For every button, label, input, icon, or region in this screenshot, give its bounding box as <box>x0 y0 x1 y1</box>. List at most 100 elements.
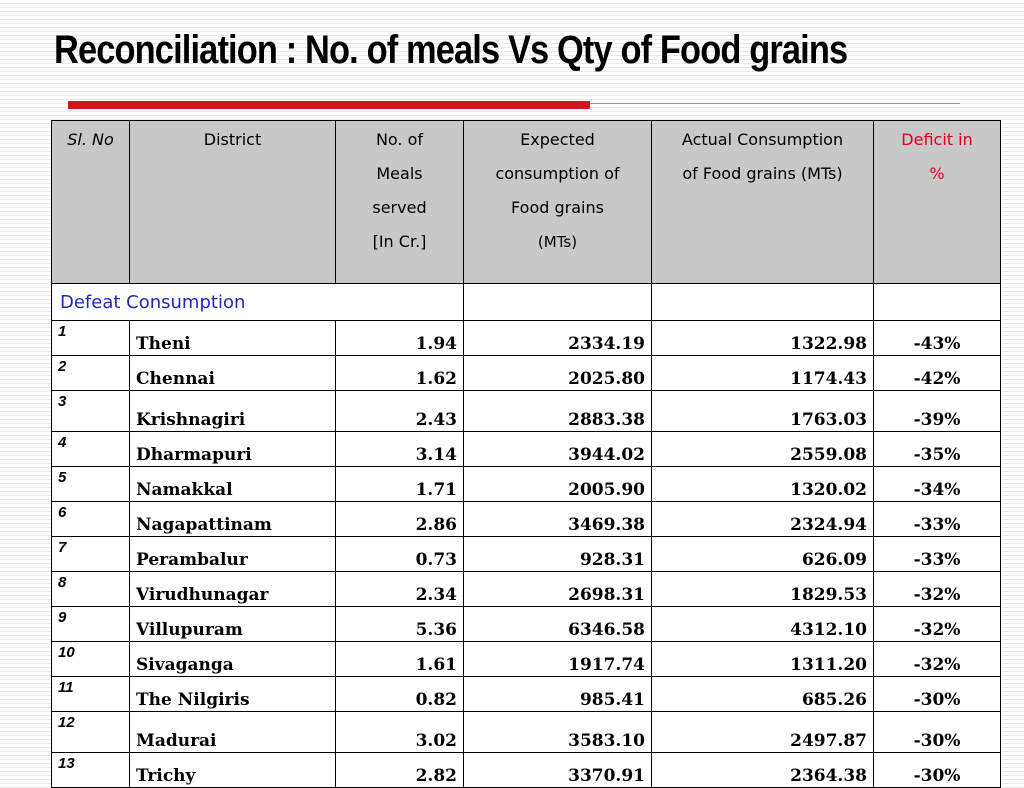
cell-actual: 1829.53 <box>651 571 874 607</box>
cell-district: Sivaganga <box>129 641 336 677</box>
cell-deficit: -35% <box>873 431 1001 467</box>
cell-expected: 3583.10 <box>463 711 652 753</box>
cell-actual: 1320.02 <box>651 466 874 502</box>
header-deficit: Deficit in % <box>873 120 1001 284</box>
cell-deficit: -30% <box>873 711 1001 753</box>
table-row: 6 Nagapattinam 2.86 3469.38 2324.94 -33% <box>51 501 1001 537</box>
cell-actual: 1311.20 <box>651 641 874 677</box>
cell-meals: 5.36 <box>335 606 464 642</box>
cell-meals: 2.43 <box>335 390 464 432</box>
cell-actual: 2364.38 <box>651 752 874 788</box>
cell-meals: 0.73 <box>335 536 464 572</box>
cell-expected: 3944.02 <box>463 431 652 467</box>
table-row: 5 Namakkal 1.71 2005.90 1320.02 -34% <box>51 466 1001 502</box>
header-expected-line: consumption of <box>495 164 620 183</box>
header-meals-line: No. of <box>375 130 424 149</box>
cell-expected: 928.31 <box>463 536 652 572</box>
title-underline-accent <box>68 101 590 109</box>
cell-meals: 1.94 <box>335 320 464 356</box>
header-expected-line: Expected <box>520 130 595 149</box>
table-row: 10 Sivaganga 1.61 1917.74 1311.20 -32% <box>51 641 1001 677</box>
cell-deficit: -39% <box>873 390 1001 432</box>
cell-expected: 3370.91 <box>463 752 652 788</box>
cell-district: The Nilgiris <box>129 676 336 712</box>
cell-expected: 2005.90 <box>463 466 652 502</box>
cell-district: Madurai <box>129 711 336 753</box>
cell-district: Namakkal <box>129 466 336 502</box>
cell-deficit: -42% <box>873 355 1001 391</box>
cell-district: Theni <box>129 320 336 356</box>
cell-district: Chennai <box>129 355 336 391</box>
cell-deficit: -33% <box>873 536 1001 572</box>
header-sl-no: Sl. No <box>51 120 130 284</box>
cell-deficit: -30% <box>873 752 1001 788</box>
cell-sl-no: 11 <box>51 676 130 712</box>
cell-actual: 1174.43 <box>651 355 874 391</box>
cell-actual: 2559.08 <box>651 431 874 467</box>
header-meals-line: served <box>372 198 427 217</box>
cell-actual: 626.09 <box>651 536 874 572</box>
table-row: 3 Krishnagiri 2.43 2883.38 1763.03 -39% <box>51 390 1001 432</box>
cell-district: Villupuram <box>129 606 336 642</box>
cell-deficit: -32% <box>873 606 1001 642</box>
cell-deficit: -32% <box>873 571 1001 607</box>
cell-actual: 2497.87 <box>651 711 874 753</box>
cell-sl-no: 8 <box>51 571 130 607</box>
table-row: 12 Madurai 3.02 3583.10 2497.87 -30% <box>51 711 1001 753</box>
cell-actual: 1322.98 <box>651 320 874 356</box>
slide-title: Reconciliation : No. of meals Vs Qty of … <box>53 28 848 72</box>
table-header-row: Sl. No District No. of Meals served [In … <box>51 120 1001 284</box>
header-deficit-line: Deficit in <box>901 130 973 149</box>
section-row: Defeat Consumption <box>51 283 1001 321</box>
cell-actual: 2324.94 <box>651 501 874 537</box>
cell-sl-no: 7 <box>51 536 130 572</box>
cell-deficit: -34% <box>873 466 1001 502</box>
table-row: 11 The Nilgiris 0.82 985.41 685.26 -30% <box>51 676 1001 712</box>
header-deficit-line: % <box>929 164 945 183</box>
table-row: 8 Virudhunagar 2.34 2698.31 1829.53 -32% <box>51 571 1001 607</box>
cell-expected: 6346.58 <box>463 606 652 642</box>
section-empty-cell <box>651 283 874 321</box>
header-meals-line: [In Cr.] <box>372 232 427 251</box>
cell-meals: 1.71 <box>335 466 464 502</box>
table-row: 7 Perambalur 0.73 928.31 626.09 -33% <box>51 536 1001 572</box>
cell-sl-no: 10 <box>51 641 130 677</box>
header-actual-line: Actual Consumption <box>681 130 844 149</box>
cell-sl-no: 1 <box>51 320 130 356</box>
cell-meals: 3.02 <box>335 711 464 753</box>
cell-expected: 2883.38 <box>463 390 652 432</box>
cell-sl-no: 9 <box>51 606 130 642</box>
cell-deficit: -43% <box>873 320 1001 356</box>
cell-meals: 3.14 <box>335 431 464 467</box>
cell-sl-no: 13 <box>51 752 130 788</box>
header-actual-line: of Food grains (MTs) <box>682 164 843 183</box>
title-underline-thin <box>590 103 960 104</box>
cell-district: Krishnagiri <box>129 390 336 432</box>
table-row: 13 Trichy 2.82 3370.91 2364.38 -30% <box>51 752 1001 788</box>
section-empty-cell <box>463 283 652 321</box>
header-meals: No. of Meals served [In Cr.] <box>335 120 464 284</box>
cell-meals: 2.34 <box>335 571 464 607</box>
cell-expected: 3469.38 <box>463 501 652 537</box>
cell-deficit: -30% <box>873 676 1001 712</box>
reconciliation-table: Sl. No District No. of Meals served [In … <box>51 120 1001 788</box>
header-district: District <box>129 120 336 284</box>
cell-meals: 1.61 <box>335 641 464 677</box>
cell-deficit: -33% <box>873 501 1001 537</box>
header-actual: Actual Consumption of Food grains (MTs) <box>651 120 874 284</box>
section-label: Defeat Consumption <box>51 283 464 321</box>
table-row: 1 Theni 1.94 2334.19 1322.98 -43% <box>51 320 1001 356</box>
cell-expected: 985.41 <box>463 676 652 712</box>
header-expected: Expected consumption of Food grains (MTs… <box>463 120 652 284</box>
cell-actual: 4312.10 <box>651 606 874 642</box>
header-meals-line: Meals <box>376 164 423 183</box>
cell-expected: 1917.74 <box>463 641 652 677</box>
cell-deficit: -32% <box>873 641 1001 677</box>
cell-district: Trichy <box>129 752 336 788</box>
cell-district: Virudhunagar <box>129 571 336 607</box>
cell-district: Perambalur <box>129 536 336 572</box>
cell-expected: 2334.19 <box>463 320 652 356</box>
cell-meals: 1.62 <box>335 355 464 391</box>
cell-district: Nagapattinam <box>129 501 336 537</box>
section-empty-cell <box>873 283 1001 321</box>
